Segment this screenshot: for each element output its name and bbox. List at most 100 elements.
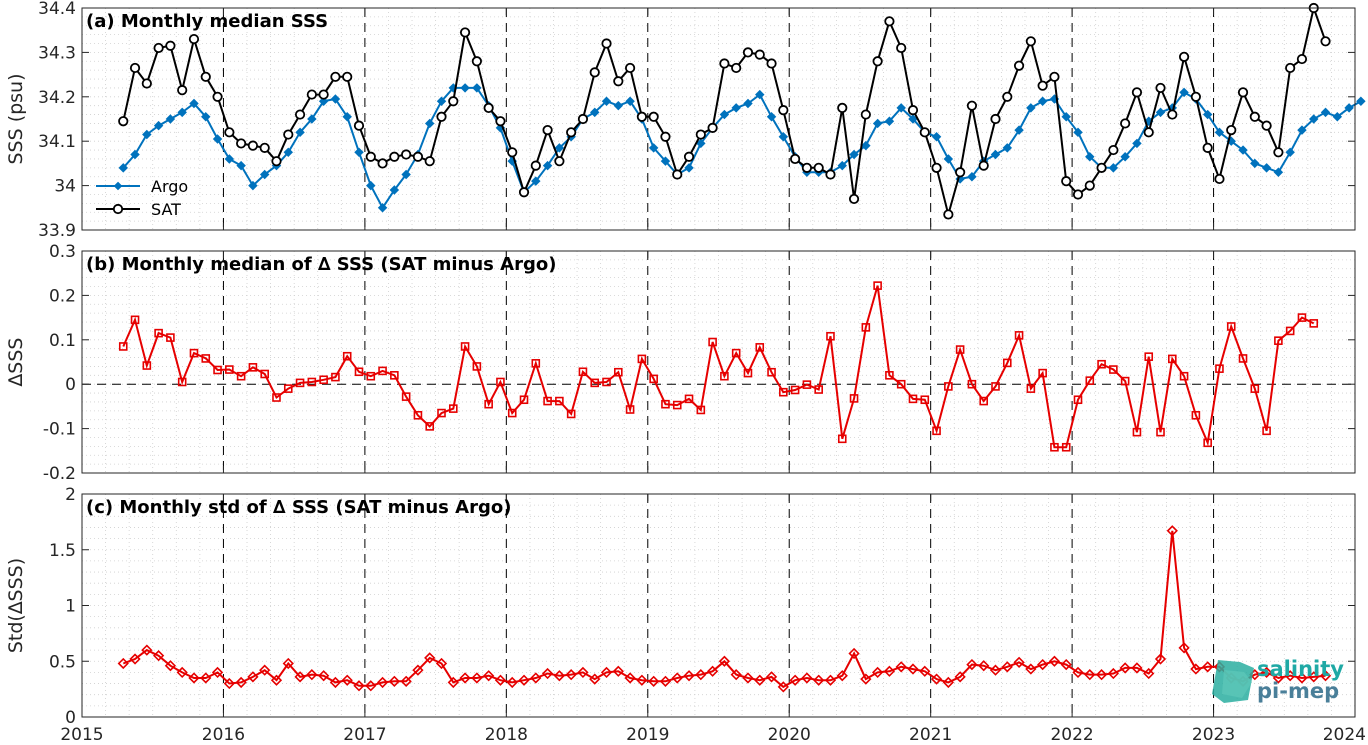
data-point (778, 132, 789, 142)
data-point (294, 109, 306, 120)
data-point (1273, 167, 1284, 178)
data-point (1002, 91, 1013, 102)
data-point (600, 666, 613, 679)
data-point (1085, 152, 1095, 162)
data-point (861, 140, 871, 151)
y-tick-label: 0 (65, 708, 76, 728)
data-point (1178, 51, 1190, 62)
data-point (1120, 376, 1130, 386)
x-tick-label: 2020 (768, 725, 811, 745)
data-point (1202, 109, 1213, 120)
data-point (802, 380, 812, 389)
data-point (871, 666, 884, 679)
data-point (389, 185, 400, 195)
data-point (341, 674, 353, 686)
data-point (719, 58, 730, 69)
data-point (436, 111, 447, 122)
data-point (235, 676, 247, 689)
data-point (1285, 326, 1295, 336)
series-argo (118, 83, 1366, 213)
data-point (483, 670, 495, 682)
data-point (507, 147, 518, 158)
data-point (577, 666, 589, 679)
data-point (837, 102, 848, 114)
data-point (555, 396, 564, 406)
data-point (990, 113, 1001, 125)
data-point (931, 162, 942, 173)
data-point (1261, 163, 1272, 173)
data-point (1120, 152, 1130, 162)
y-tick-label: 34 (54, 177, 76, 197)
data-point (1144, 352, 1154, 361)
data-point (1250, 158, 1260, 169)
data-point (1309, 319, 1319, 328)
data-point (648, 111, 659, 122)
data-point (295, 378, 305, 388)
data-point (459, 27, 471, 38)
data-point (212, 134, 223, 144)
data-point (542, 125, 553, 136)
data-point (531, 176, 541, 186)
data-point (778, 105, 789, 116)
data-point (978, 660, 990, 672)
data-point (506, 676, 518, 689)
data-point (589, 67, 600, 78)
data-point (1132, 138, 1142, 149)
data-point (602, 377, 611, 387)
data-point (1002, 143, 1013, 153)
data-point (189, 98, 199, 109)
data-point (660, 156, 671, 166)
data-point (814, 385, 823, 394)
data-point (955, 345, 965, 354)
data-point (318, 89, 329, 100)
y-axis-label: SSS (psu) (5, 73, 27, 164)
legend: Argo SAT (96, 177, 188, 219)
data-point (896, 42, 907, 54)
data-point (779, 387, 788, 397)
x-tick-label: 2021 (909, 725, 952, 745)
data-point (435, 657, 448, 670)
data-point (1272, 672, 1285, 684)
data-point (1262, 426, 1271, 436)
data-point (837, 434, 847, 444)
data-point (377, 158, 388, 169)
data-point (1238, 354, 1248, 363)
data-point (613, 100, 624, 111)
data-point (789, 674, 801, 686)
data-point (412, 151, 424, 162)
data-point (307, 377, 317, 387)
data-point (471, 672, 483, 684)
data-point (1202, 661, 1214, 673)
panel-a-monthly-median-sss: 33.9 34 34.1 34.2 34.3 34.4 (a) Monthly median… (5, 0, 1366, 241)
data-point (1132, 427, 1142, 437)
data-point (130, 315, 140, 325)
data-point (589, 673, 601, 685)
data-point (494, 674, 507, 686)
data-point (307, 114, 317, 124)
data-point (472, 362, 482, 371)
data-point (1013, 656, 1025, 668)
data-point (1203, 438, 1212, 448)
data-point (224, 154, 235, 164)
data-point (908, 394, 918, 404)
data-point (1049, 71, 1060, 82)
data-point (755, 89, 765, 100)
data-point (696, 138, 706, 149)
data-point (1273, 147, 1284, 158)
panel-title: (a) Monthly median SSS (86, 11, 328, 32)
data-point (1107, 667, 1119, 680)
data-point (1037, 80, 1048, 91)
data-point (247, 140, 259, 151)
data-point (684, 394, 694, 404)
data-point (376, 676, 389, 689)
data-point (1226, 322, 1236, 331)
data-point (460, 342, 470, 351)
data-point (1048, 655, 1061, 667)
data-point (1073, 127, 1083, 138)
legend-entry: SAT (151, 200, 181, 219)
series-delta-1 (118, 281, 1319, 452)
data-point (919, 665, 931, 677)
data-point (141, 78, 152, 89)
data-point (200, 71, 211, 82)
